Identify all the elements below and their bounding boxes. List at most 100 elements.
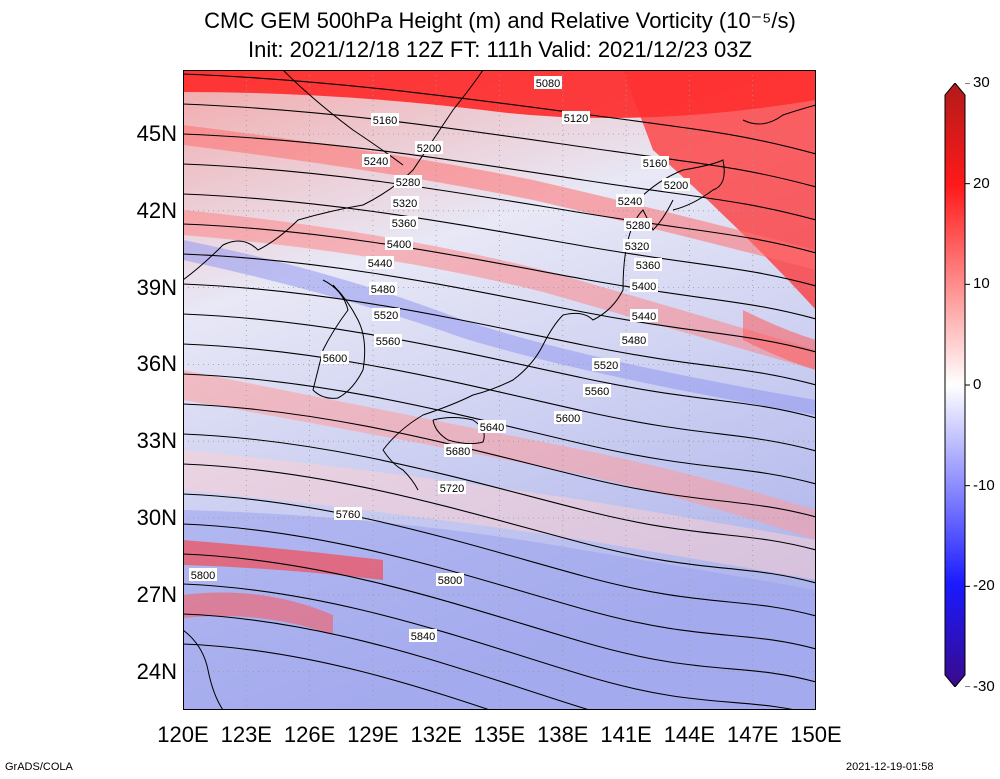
contour-label: 5400 [385, 237, 413, 251]
svg-text:5480: 5480 [622, 335, 646, 347]
height-contour [183, 553, 816, 683]
contour-label: 5480 [620, 333, 648, 347]
height-contour [183, 643, 492, 710]
svg-text:5520: 5520 [374, 310, 398, 322]
height-contour [183, 283, 816, 386]
height-contour [183, 433, 816, 551]
contour-label: 5840 [409, 629, 437, 643]
height-contour [183, 193, 816, 287]
contour-label: 5520 [592, 358, 620, 372]
contour-label: 5080 [534, 76, 562, 90]
colorbar-body [944, 83, 966, 687]
svg-text:5080: 5080 [536, 78, 560, 90]
height-contour [183, 73, 816, 155]
svg-text:5640: 5640 [480, 422, 504, 434]
svg-text:5320: 5320 [393, 198, 417, 210]
contour-label: 5800 [189, 568, 217, 582]
footer-left: GrADS/COLA [5, 761, 73, 773]
lon-label: 120E [157, 722, 209, 747]
svg-text:5560: 5560 [376, 336, 400, 348]
height-contour [183, 493, 816, 617]
lat-label: 36N [136, 351, 177, 377]
lon-label: 132E [410, 722, 462, 747]
contour-label: 5640 [478, 420, 506, 434]
contour-label: 5600 [321, 351, 349, 365]
contour-label: 5520 [372, 308, 400, 322]
contour-label: 5560 [374, 334, 402, 348]
contour-label: 5320 [623, 239, 651, 253]
lon-label: 147E [726, 722, 779, 747]
svg-text:5680: 5680 [446, 446, 470, 458]
map-frame [183, 70, 816, 710]
svg-text:5560: 5560 [585, 386, 609, 398]
height-contour [183, 253, 816, 353]
height-contour [183, 373, 816, 485]
footer-right: 2021-12-19-01:58 [846, 761, 934, 773]
svg-text:5600: 5600 [323, 353, 347, 365]
svg-text:5360: 5360 [392, 218, 416, 230]
svg-text:5520: 5520 [594, 360, 618, 372]
lat-label: 24N [136, 658, 177, 684]
map-plot: 5080 5120 5160 5200 5240 5280 5320 5360 5400 5440… [183, 70, 816, 710]
height-contour [183, 403, 816, 518]
contour-label: 5280 [394, 175, 422, 189]
colorbar-label: 30 [973, 74, 990, 91]
svg-text:5800: 5800 [438, 575, 462, 587]
svg-text:5280: 5280 [396, 177, 420, 189]
contour-label: 5600 [554, 411, 582, 425]
lat-label: 39N [136, 274, 177, 300]
colorbar-label: 0 [973, 376, 982, 393]
svg-text:5200: 5200 [664, 180, 688, 192]
colorbar-label: 20 [973, 174, 990, 192]
svg-text:5280: 5280 [626, 220, 650, 232]
contour-label: 5200 [415, 141, 443, 155]
contour-label: 5760 [334, 507, 362, 521]
colorbar-label: 10 [973, 275, 990, 293]
contour-label: 5240 [616, 194, 644, 208]
svg-text:5200: 5200 [417, 143, 441, 155]
lon-label: 144E [663, 722, 716, 747]
height-contour [183, 103, 816, 188]
svg-text:5440: 5440 [368, 258, 392, 270]
height-contour [183, 223, 816, 320]
height-contour [183, 463, 816, 584]
contour-label: 5720 [438, 481, 466, 495]
lon-label: 141E [600, 722, 652, 747]
contour-label: 5160 [371, 113, 399, 127]
svg-text:5840: 5840 [411, 631, 435, 643]
colorbar [944, 83, 970, 687]
lon-label: 150E [790, 722, 842, 747]
lat-label: 42N [136, 197, 177, 223]
svg-text:5440: 5440 [632, 311, 656, 323]
lat-label: 27N [136, 581, 177, 607]
lat-label: 30N [136, 505, 177, 530]
graticule [183, 70, 816, 710]
colorbar-label: -30 [973, 678, 995, 695]
contour-label: 5440 [630, 309, 658, 323]
contour-label: 5360 [634, 258, 662, 272]
height-contour [183, 133, 816, 221]
contour-label: 5560 [583, 384, 611, 398]
colorbar-label: -20 [973, 577, 995, 595]
contour-label: 5800 [436, 573, 464, 587]
svg-text:5160: 5160 [643, 158, 667, 170]
lon-label: 138E [537, 722, 589, 747]
lon-label: 126E [283, 722, 336, 747]
contour-label: 5240 [362, 154, 390, 168]
lon-label: 129E [347, 722, 399, 747]
height-contour [183, 343, 816, 452]
svg-text:5320: 5320 [625, 241, 649, 253]
contour-label: 5160 [641, 156, 669, 170]
height-contour [183, 163, 816, 254]
svg-text:5240: 5240 [618, 196, 642, 208]
svg-text:5800: 5800 [191, 570, 215, 582]
svg-text:5160: 5160 [373, 115, 397, 127]
height-contour [183, 523, 816, 650]
contour-label: 5280 [624, 218, 652, 232]
contour-label: 5440 [366, 256, 394, 270]
height-contour [183, 613, 592, 710]
lon-label: 135E [473, 722, 526, 747]
svg-text:5240: 5240 [364, 156, 388, 168]
svg-text:5480: 5480 [371, 284, 395, 296]
chart-title: CMC GEM 500hPa Height (m) and Relative V… [204, 8, 796, 33]
